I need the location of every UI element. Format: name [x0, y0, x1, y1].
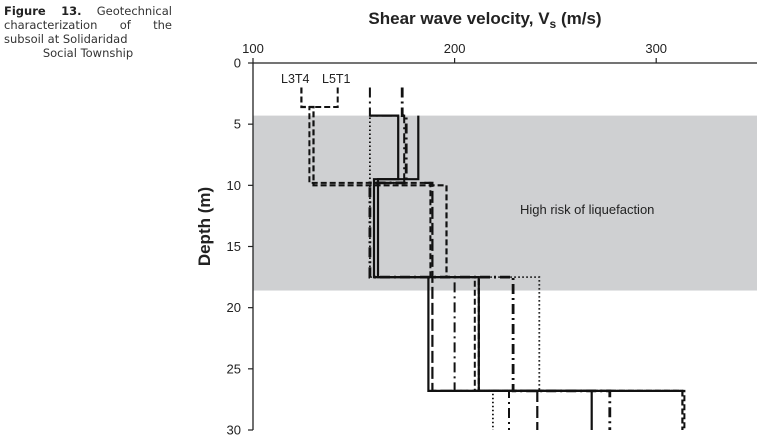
- x-tick-label: 100: [242, 41, 264, 56]
- caption-last-line: Social Township: [42, 46, 134, 60]
- liquefaction-annotation: High risk of liquefaction: [520, 202, 654, 217]
- figure-label: Figure 13.: [4, 4, 82, 18]
- y-tick-label: 30: [227, 423, 241, 438]
- y-tick-label: 10: [227, 178, 241, 193]
- legend-label-l3t4: L3T4: [281, 72, 310, 86]
- y-tick-label: 20: [227, 300, 241, 315]
- y-tick-label: 15: [227, 239, 241, 254]
- y-axis-label: Depth (m): [195, 187, 214, 266]
- chart-title: Shear wave velocity, Vs (m/s): [368, 9, 601, 31]
- x-tick-label: 300: [645, 41, 667, 56]
- liquefaction-band: [253, 115, 757, 291]
- series-line-7: [368, 87, 612, 430]
- y-tick-label: 5: [234, 117, 241, 132]
- series-line-8: [424, 181, 539, 430]
- legend-label-l5t1: L5T1: [322, 72, 351, 86]
- x-tick-label: 200: [444, 41, 466, 56]
- y-tick-label: 25: [227, 361, 241, 376]
- caption-text: Geotechnical characterization of the sub…: [4, 4, 172, 46]
- y-tick-label: 0: [234, 56, 241, 71]
- series-line-2: [308, 87, 686, 430]
- series-line-1: [300, 87, 684, 430]
- figure-caption: Figure 13. Geotechnical characterization…: [4, 4, 172, 60]
